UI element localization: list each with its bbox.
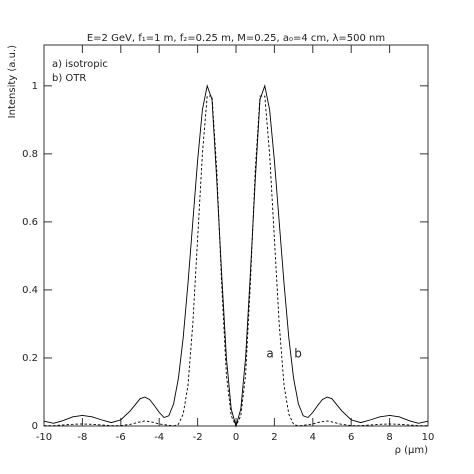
x-axis-label: ρ (μm): [395, 445, 429, 456]
x-tick-label: 8: [386, 432, 392, 443]
y-tick-label: 1: [32, 81, 38, 92]
plot-frame: [43, 44, 429, 427]
x-tick-label: -4: [154, 432, 164, 443]
x-tick-label: 10: [422, 432, 435, 443]
y-tick-label: 0: [32, 421, 38, 432]
y-tick-label: 0.4: [22, 285, 38, 296]
x-tick-label: -10: [36, 432, 52, 443]
x-tick-label: -6: [116, 432, 126, 443]
y-axis-label: Intensity (a.u.): [7, 45, 18, 118]
legend-entry: a) isotropic: [52, 59, 108, 70]
annotation: a: [266, 347, 273, 361]
series-line: [43, 84, 429, 428]
x-tick-label: 2: [271, 432, 277, 443]
x-tick-label: 6: [348, 432, 354, 443]
x-tick-label: 0: [233, 432, 239, 443]
y-tick-label: 0.8: [22, 149, 38, 160]
chart-title: E=2 GeV, f₁=1 m, f₂=0.25 m, M=0.25, a₀=4…: [87, 33, 385, 44]
legend-entry: b) OTR: [52, 73, 86, 84]
x-tick-label: -2: [193, 432, 203, 443]
x-tick-label: 4: [310, 432, 316, 443]
y-tick-label: 0.6: [22, 217, 38, 228]
series-line: [44, 95, 428, 428]
x-tick-label: -8: [77, 432, 87, 443]
annotation: b: [294, 347, 302, 361]
y-tick-label: 0.2: [22, 353, 38, 364]
